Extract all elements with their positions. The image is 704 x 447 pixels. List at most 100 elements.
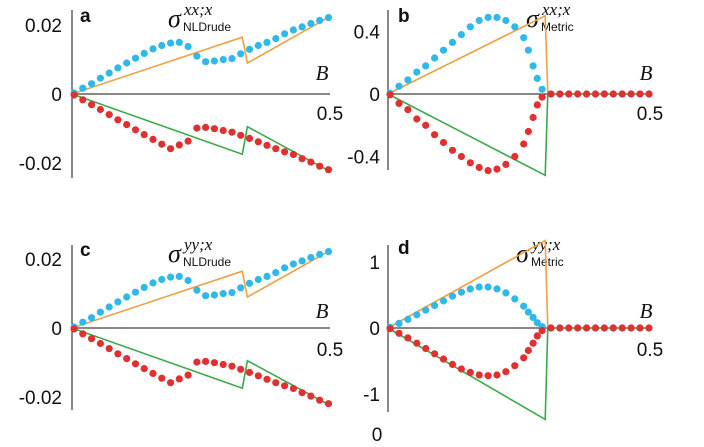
lower-dots-point	[184, 371, 192, 379]
upper-dots-point	[448, 38, 457, 47]
lower-dots-point	[538, 327, 546, 335]
lower-dots-point	[114, 116, 122, 124]
y-tick-label: -0.02	[19, 154, 62, 175]
upper-dots-point	[254, 275, 262, 284]
upper-dots-point	[193, 52, 201, 60]
lower-dots-point	[263, 141, 271, 149]
upper-dots-point	[298, 257, 306, 265]
upper-dots-point	[140, 49, 148, 58]
upper-dots-point	[529, 313, 537, 321]
upper-dots-point	[193, 286, 201, 294]
x-tick-label: 0	[372, 425, 383, 446]
upper-dots-point	[184, 276, 192, 285]
upper-dots-point	[237, 50, 245, 58]
sigma-symbol: σ	[526, 4, 540, 33]
upper-dots-point	[466, 23, 474, 31]
lower-dots-point	[404, 106, 412, 114]
lower-dots-point	[547, 324, 555, 332]
lower-dots-point	[175, 375, 183, 383]
lower-dots-point	[520, 140, 528, 148]
lower-dots-point	[96, 339, 104, 348]
lower-dots-point	[618, 324, 626, 332]
lower-dots-point	[184, 137, 192, 145]
lower-dots-point	[627, 90, 635, 98]
lower-dots-point	[307, 392, 315, 400]
upper-dots-point	[158, 41, 166, 50]
upper-dots-point	[167, 39, 175, 47]
lower-dots-point	[245, 134, 254, 142]
upper-dots-point	[245, 45, 254, 53]
lower-dots-point	[448, 146, 457, 154]
lower-dots-point	[140, 131, 148, 139]
upper-dots-point	[431, 301, 439, 310]
upper-dots-point	[484, 283, 492, 291]
upper-dots-point	[307, 253, 315, 262]
upper-dots-point	[123, 59, 131, 67]
lower-dots-point	[131, 360, 140, 368]
lower-dots-point	[193, 358, 201, 366]
lower-dots-point	[149, 135, 157, 143]
panel-letter: a	[80, 6, 91, 27]
lower-dots-point	[493, 165, 501, 173]
lower-dots-point	[237, 131, 245, 139]
lower-dots-point	[524, 127, 533, 136]
upper-line	[71, 15, 331, 95]
upper-dots-point	[79, 318, 87, 326]
lower-dots-point	[556, 324, 564, 332]
upper-dots-point	[254, 41, 262, 50]
upper-dots-point	[493, 285, 501, 293]
lower-dots-point	[493, 371, 501, 379]
upper-dots-point	[307, 19, 315, 28]
lower-dots-point	[511, 362, 519, 370]
lower-dots-point	[193, 124, 201, 132]
upper-dots-point	[439, 297, 448, 305]
lower-dots-point	[475, 371, 483, 379]
lower-dots-point	[627, 324, 635, 332]
lower-dots-point	[298, 389, 306, 397]
lower-dots-point	[254, 138, 262, 146]
upper-dots-point	[88, 314, 96, 322]
upper-dots-point	[228, 55, 236, 63]
lower-dots-point	[533, 332, 541, 340]
upper-dots-point	[324, 14, 333, 22]
lower-dots-point	[574, 90, 582, 98]
lower-dots-point	[439, 355, 448, 363]
lower-dots-point	[609, 90, 617, 98]
lower-dots-point	[298, 155, 306, 163]
lower-dots-point	[202, 123, 210, 131]
upper-dots-point	[395, 82, 403, 90]
sigma-symbol: σ	[168, 4, 182, 33]
lower-dots-point	[565, 90, 573, 98]
upper-dots-point	[202, 58, 210, 66]
lower-dots-point	[524, 346, 533, 355]
lower-dots-point	[123, 355, 131, 363]
lower-dots-point	[422, 344, 430, 353]
y-tick-label: 0.02	[25, 16, 62, 37]
title-superscript: xx;x	[541, 0, 571, 19]
upper-dots-point	[289, 26, 297, 34]
upper-dots-point	[413, 311, 421, 319]
lower-dots-point	[591, 324, 600, 332]
upper-dots-point	[413, 68, 421, 76]
upper-dots-point	[298, 23, 306, 31]
lower-dots-point	[289, 384, 297, 393]
title-subscript: Metric	[541, 20, 574, 34]
upper-dots-point	[502, 289, 510, 297]
lower-dots-point	[583, 90, 591, 98]
lower-dots-point	[520, 354, 528, 362]
upper-dots-point	[228, 289, 236, 297]
upper-dots-point	[96, 308, 104, 316]
upper-dots-point	[158, 275, 166, 284]
upper-dots-point	[520, 302, 528, 310]
upper-dots-point	[538, 85, 546, 93]
lower-dots-point	[538, 93, 546, 101]
lower-dots-point	[324, 400, 333, 408]
upper-dots-point	[105, 69, 113, 77]
lower-dots-point	[219, 126, 227, 135]
lower-line	[387, 327, 650, 421]
upper-dots-point	[114, 64, 122, 72]
